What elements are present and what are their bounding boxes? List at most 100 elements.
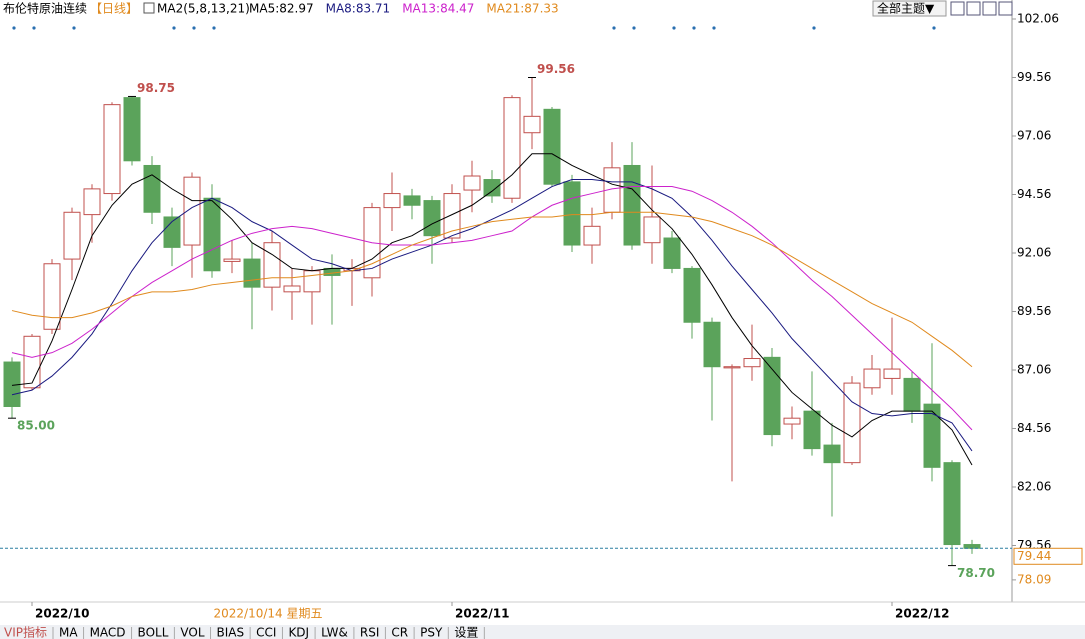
candle-body	[823, 444, 841, 464]
candle-body	[83, 188, 101, 216]
y-tick-label: 94.56	[1017, 187, 1051, 201]
x-tick-label: 2022/10	[35, 607, 89, 621]
candle-body	[63, 211, 81, 260]
tool-icon[interactable]	[966, 1, 981, 16]
candle-body	[543, 108, 561, 185]
toolbar-button[interactable]: BOLL	[138, 626, 169, 639]
y-tick-label: 102.06	[1017, 12, 1059, 26]
event-marker[interactable]	[32, 26, 36, 30]
event-marker[interactable]	[712, 26, 716, 30]
candle-body	[643, 216, 661, 244]
candle-body	[503, 97, 521, 199]
candle-body	[783, 417, 801, 425]
candle-body	[243, 258, 261, 288]
ma-line	[11, 211, 973, 368]
low-label: 85.00	[17, 419, 55, 433]
event-marker[interactable]	[632, 26, 636, 30]
event-marker[interactable]	[172, 26, 176, 30]
legend-entry: MA13:84.47	[402, 2, 474, 16]
event-marker[interactable]	[612, 26, 616, 30]
candle-body	[883, 368, 901, 379]
toolbar-button[interactable]: RSI	[360, 626, 380, 639]
candle-body	[23, 335, 41, 389]
toolbar-button[interactable]: VIP指标	[4, 625, 47, 639]
event-marker[interactable]	[932, 26, 936, 30]
event-marker[interactable]	[12, 26, 16, 30]
candle-body	[903, 377, 921, 412]
candle-body	[403, 195, 421, 206]
candle-body	[743, 358, 761, 368]
chart-title: 布伦特原油连续	[3, 1, 87, 16]
last-price-label: 79.44	[1017, 549, 1051, 563]
candle-body	[383, 193, 401, 209]
toolbar-button[interactable]: CCI	[256, 626, 276, 639]
legend-entry: MA8:83.71	[326, 2, 391, 16]
candle-body	[223, 258, 241, 262]
high-label: 98.75	[137, 81, 175, 95]
candle-body	[803, 410, 821, 450]
x-tick-label: 2022/11	[455, 607, 509, 621]
candle-body	[463, 175, 481, 191]
candle-body	[303, 270, 321, 293]
theme-button[interactable]	[872, 0, 947, 17]
crosshair-date: 2022/10/14 星期五	[214, 607, 323, 621]
candle-body	[43, 263, 61, 330]
y-tick-label: 92.06	[1017, 245, 1051, 259]
legend-entry: MA5:82.97	[249, 2, 314, 16]
tool-icon[interactable]	[950, 1, 965, 16]
candle-body	[563, 181, 581, 246]
toolbar-button[interactable]: 设置	[454, 626, 478, 639]
toolbar-button[interactable]: PSY	[420, 626, 443, 639]
candle-body	[923, 403, 941, 468]
event-marker[interactable]	[812, 26, 816, 30]
high-label: 99.56	[537, 62, 575, 76]
event-marker[interactable]	[692, 26, 696, 30]
legend-entry: MA21:87.33	[486, 2, 558, 16]
candle-body	[143, 164, 161, 213]
toolbar-button[interactable]: VOL	[180, 626, 204, 639]
candle-body	[183, 176, 201, 246]
indicator-icon[interactable]	[143, 2, 155, 14]
candle-body	[763, 356, 781, 436]
toolbar-button[interactable]: BIAS	[217, 626, 245, 639]
toolbar-button[interactable]: MA	[59, 626, 78, 639]
candle-body	[3, 361, 21, 407]
candle-body	[283, 285, 301, 293]
tool-icon[interactable]	[998, 1, 1013, 16]
candle-body	[263, 242, 281, 288]
period: 【日线】	[90, 2, 138, 16]
indicator: MA2(5,8,13,21)	[157, 2, 250, 16]
toolbar-button[interactable]: LW&	[321, 626, 348, 639]
candle-body	[943, 462, 961, 546]
y-tick-label: 99.56	[1017, 70, 1051, 84]
candle-body	[843, 382, 861, 464]
toolbar-button[interactable]: KDJ	[288, 626, 309, 639]
toolbar-button[interactable]: MACD	[90, 626, 126, 639]
ma-line	[11, 186, 973, 431]
event-marker[interactable]	[672, 26, 676, 30]
candle-body	[483, 179, 501, 197]
y-tick-label: 97.06	[1017, 128, 1051, 142]
y-tick-label: 82.06	[1017, 479, 1051, 493]
candle-body	[963, 544, 981, 549]
y-tick-label: 84.56	[1017, 421, 1051, 435]
event-marker[interactable]	[192, 26, 196, 30]
ma-line	[11, 153, 973, 466]
candle-body	[703, 321, 721, 368]
x-tick-label: 2022/12	[895, 607, 949, 621]
event-marker[interactable]	[72, 26, 76, 30]
toolbar-button[interactable]: CR	[391, 626, 408, 639]
candle-body	[423, 200, 441, 237]
candle-body	[863, 368, 881, 389]
low-label: 78.70	[957, 566, 995, 580]
candle-body	[103, 104, 121, 195]
candle-body	[683, 267, 701, 323]
y-tick-label: 87.06	[1017, 362, 1051, 376]
last-price-box	[1013, 547, 1083, 565]
event-marker[interactable]	[212, 26, 216, 30]
y-tick-label: 89.56	[1017, 304, 1051, 318]
tool-icon[interactable]	[982, 1, 997, 16]
tool-icons	[950, 1, 1013, 16]
